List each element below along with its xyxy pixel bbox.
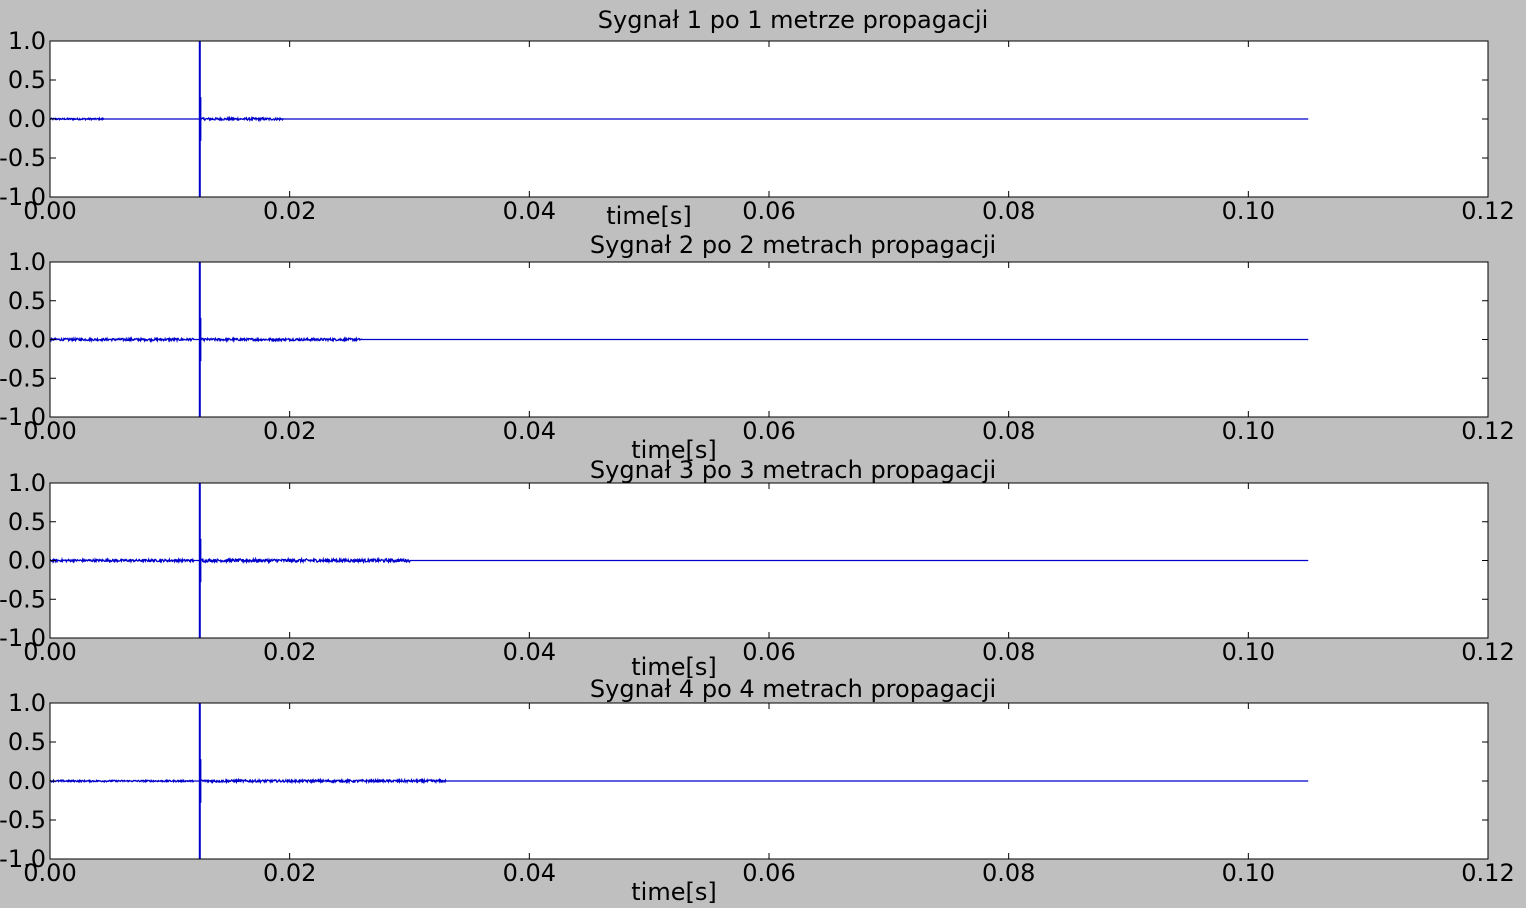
x-tick-label: 0.00 [23,417,76,445]
signal-line [49,556,1309,565]
y-tick-label: 1.0 [8,469,46,497]
y-tick-label: 1.0 [8,689,46,717]
x-tick-label: 0.00 [23,638,76,666]
x-tick-label: 0.10 [1222,417,1275,445]
y-tick-label: 0.0 [8,326,46,354]
y-tick-label: -1.0 [0,624,46,652]
x-tick-label: 0.08 [982,638,1035,666]
x-tick-label: 0.10 [1222,638,1275,666]
y-tick-label: -0.5 [0,364,46,392]
x-tick-label: 0.12 [1461,859,1514,887]
subplot-3: 0.00 0.02 0.04 0.06 0.08 0.10 0.12 1.0 0.5 0.0 -0.… [0,456,1515,681]
x-tick-label: 0.12 [1461,197,1514,225]
x-tick-label: 0.06 [742,638,795,666]
y-tick-label: 1.0 [8,27,46,55]
y-tick-label: 0.5 [8,66,46,94]
x-tick-label: 0.06 [742,859,795,887]
x-tick-label: 0.02 [263,638,316,666]
y-tick-label: 0.5 [8,287,46,315]
x-axis-label: time[s] [631,653,716,681]
x-tick-label: 0.04 [503,859,556,887]
x-tick-label: 0.02 [263,197,316,225]
x-tick-label: 0.08 [982,197,1035,225]
x-tick-label: 0.12 [1461,638,1514,666]
signal-line [49,777,1309,785]
x-tick-label: 0.10 [1222,859,1275,887]
subplot-title: Sygnał 1 po 1 metrze propagacji [598,6,988,34]
x-tick-label: 0.08 [982,859,1035,887]
y-tick-label: 0.0 [8,105,46,133]
y-tick-label: -0.5 [0,585,46,613]
x-tick-label: 0.04 [503,417,556,445]
y-tick-label: -1.0 [0,845,46,873]
subplot-title: Sygnał 2 po 2 metrach propagacji [590,231,996,259]
subplot-title: Sygnał 3 po 3 metrach propagacji [590,456,996,484]
x-tick-label: 0.10 [1222,197,1275,225]
x-tick-label: 0.06 [742,417,795,445]
x-tick-label: 0.04 [503,197,556,225]
subplot-title: Sygnał 4 po 4 metrach propagacji [590,675,996,703]
x-tick-label: 0.02 [263,417,316,445]
y-tick-label: -0.5 [0,806,46,834]
x-tick-label: 0.00 [23,859,76,887]
signal-line [49,115,1309,123]
x-tick-label: 0.00 [23,197,76,225]
x-tick-label: 0.12 [1461,417,1514,445]
y-tick-label: -1.0 [0,403,46,431]
signal-line [49,336,1309,344]
y-tick-label: -1.0 [0,183,46,211]
x-tick-label: 0.06 [742,197,795,225]
x-tick-label: 0.04 [503,638,556,666]
x-tick-label: 0.02 [263,859,316,887]
y-tick-label: 1.0 [8,248,46,276]
y-tick-label: 0.0 [8,547,46,575]
subplot-4: 0.00 0.02 0.04 0.06 0.08 0.10 0.12 1.0 0.5 0.0 -0.… [0,675,1515,906]
x-axis-label: time[s] [631,436,716,464]
x-tick-label: 0.08 [982,417,1035,445]
y-tick-label: -0.5 [0,144,46,172]
y-tick-label: 0.5 [8,508,46,536]
x-axis-label: time[s] [606,202,691,230]
subplot-1: 0.00 0.02 0.04 0.06 0.08 0.10 0.12 1.0 0.5 0.0 -0.… [0,6,1515,230]
x-axis-label: time[s] [631,878,716,906]
y-tick-label: 0.5 [8,728,46,756]
subplot-2: 0.00 0.02 0.04 0.06 0.08 0.10 0.12 1.0 0.5 0.0 -0.… [0,231,1515,464]
y-tick-label: 0.0 [8,767,46,795]
